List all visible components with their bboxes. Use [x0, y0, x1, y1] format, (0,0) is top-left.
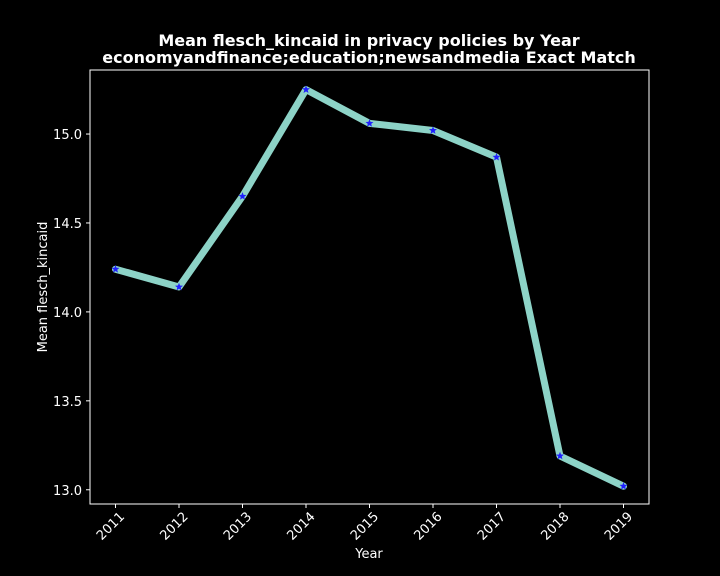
data-point [619, 482, 628, 490]
y-tick-label: 13.0 [53, 484, 82, 499]
y-tick-label: 13.5 [53, 395, 82, 410]
data-point [365, 119, 374, 127]
y-axis-label: Mean flesch_kincaid [36, 222, 51, 353]
data-point [492, 152, 501, 161]
x-tick-label: 2013 [221, 510, 255, 544]
x-tick-label: 2019 [602, 510, 636, 544]
data-point [429, 126, 437, 134]
chart-subtitle: economyandfinance;education;newsandmedia… [102, 48, 636, 67]
y-tick-label: 15.0 [53, 128, 82, 143]
y-tick-label: 14.5 [53, 217, 82, 232]
x-tick-label: 2017 [475, 510, 509, 544]
series-line [112, 86, 627, 490]
data-point [302, 85, 310, 93]
data-point [175, 282, 183, 291]
x-axis: 2011 2012 2013 2014 2015 2016 2017 2018 2019 [94, 504, 636, 544]
chart-title: Mean flesch_kincaid in privacy policies … [158, 31, 579, 50]
x-tick-label: 2011 [94, 510, 128, 544]
x-tick-label: 2016 [412, 510, 446, 544]
y-tick-label: 14.0 [53, 306, 82, 321]
x-tick-label: 2018 [539, 510, 573, 544]
data-point [111, 265, 120, 273]
x-tick-label: 2015 [348, 510, 382, 544]
x-tick-label: 2012 [158, 510, 192, 544]
x-axis-label: Year [354, 547, 383, 562]
y-axis: 13.0 13.5 14.0 14.5 15.0 [53, 128, 90, 499]
data-point [238, 192, 247, 200]
data-point [556, 451, 564, 460]
x-tick-label: 2014 [285, 510, 319, 544]
series-area [111, 85, 628, 490]
